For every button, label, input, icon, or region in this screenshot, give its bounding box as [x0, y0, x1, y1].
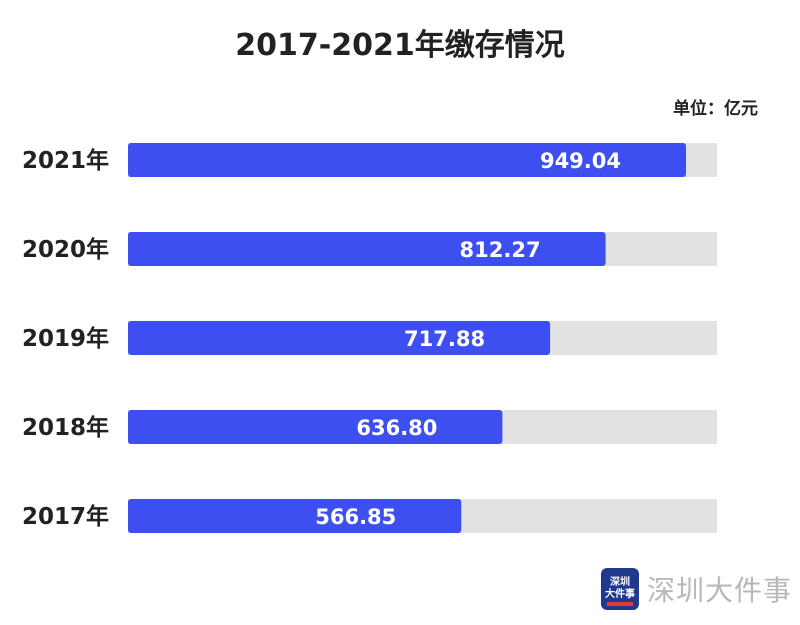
logo-text-line2: 大件事 [605, 589, 635, 600]
value-label: 636.80 [356, 416, 437, 440]
logo-icon: 深圳 大件事 [601, 568, 639, 610]
value-label: 717.88 [404, 327, 485, 351]
watermark: 深圳 大件事 深圳大件事 [601, 567, 792, 611]
category-label: 2017年 [22, 503, 109, 530]
chart-title: 2017-2021年缴存情况 [235, 28, 565, 63]
category-label: 2020年 [22, 236, 109, 263]
bar-0 [128, 143, 686, 177]
category-label: 2018年 [22, 414, 109, 441]
bar-4 [128, 499, 462, 533]
unit-label: 单位：亿元 [673, 99, 758, 119]
category-label: 2019年 [22, 325, 109, 352]
bar-3 [128, 410, 503, 444]
watermark-text: 深圳大件事 [647, 574, 793, 607]
logo-text-line1: 深圳 [610, 577, 630, 588]
category-label: 2021年 [22, 147, 109, 174]
bar-2 [128, 321, 551, 355]
value-label: 949.04 [540, 149, 621, 173]
value-label: 566.85 [315, 505, 396, 529]
bar-1 [128, 232, 606, 266]
value-label: 812.27 [460, 238, 541, 262]
